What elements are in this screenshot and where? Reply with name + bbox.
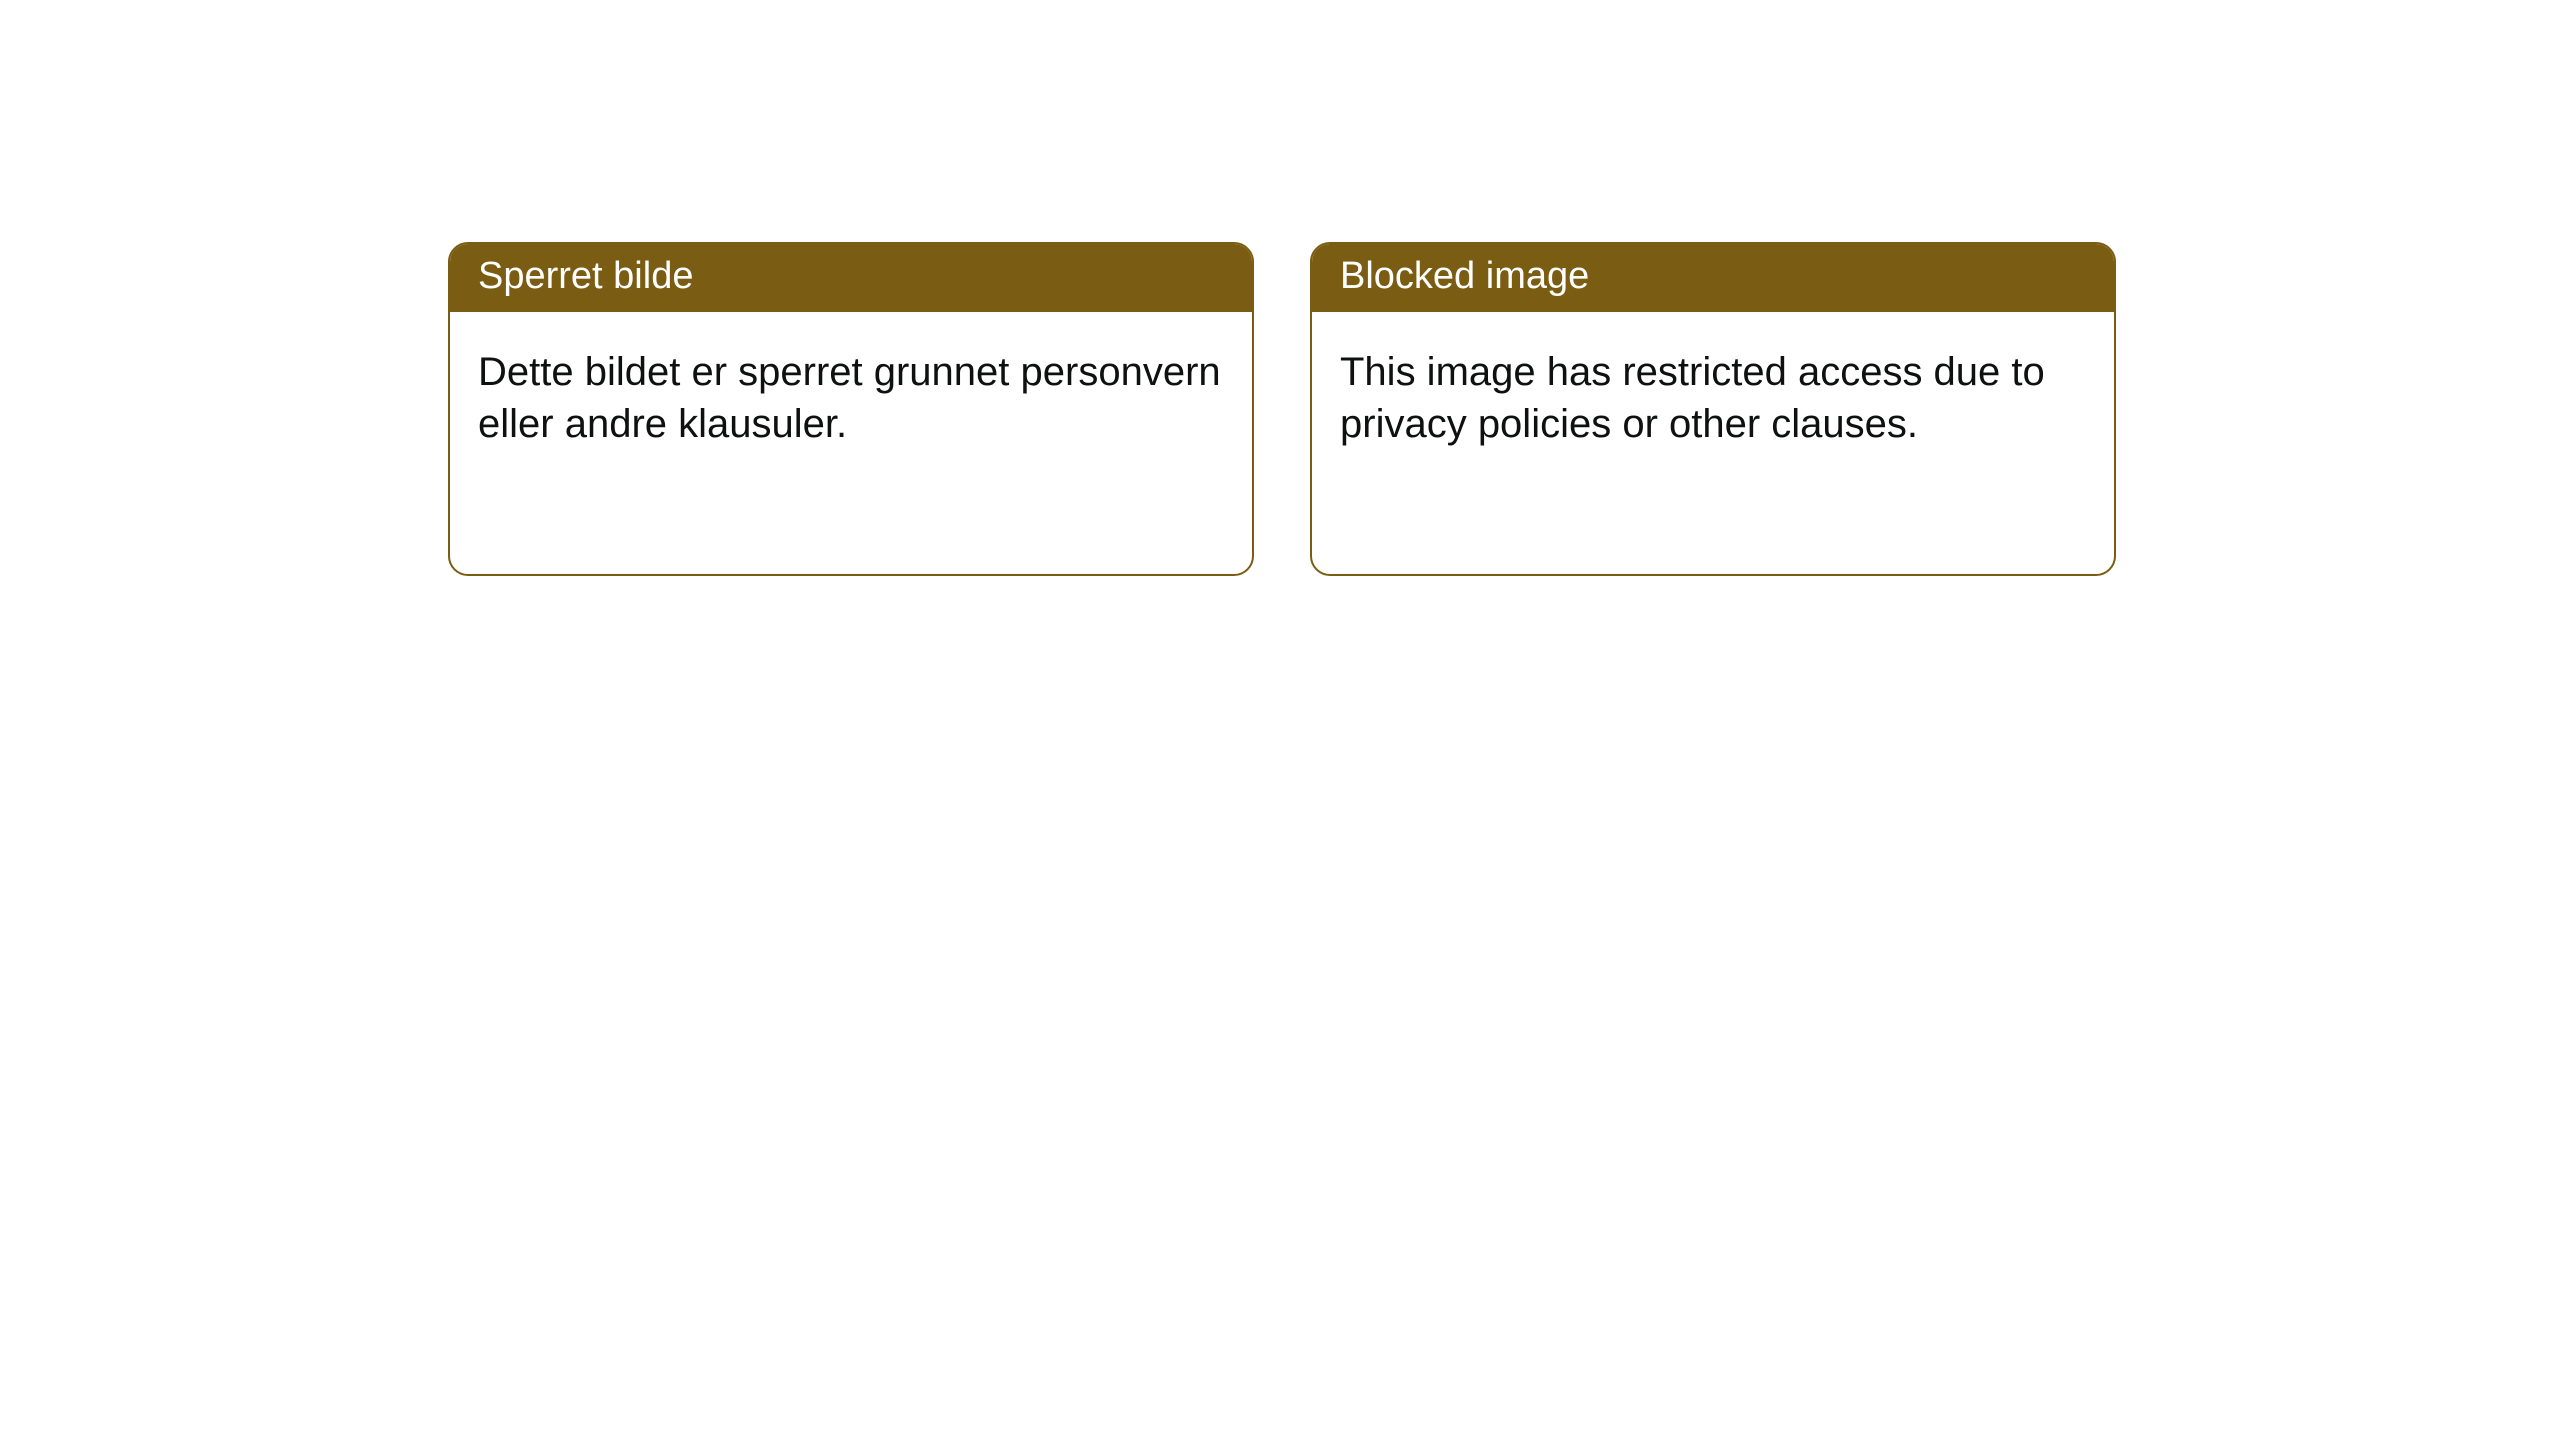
card-header: Blocked image <box>1312 244 2114 312</box>
card-header: Sperret bilde <box>450 244 1252 312</box>
card-body: Dette bildet er sperret grunnet personve… <box>450 312 1252 486</box>
card-body: This image has restricted access due to … <box>1312 312 2114 486</box>
notice-card-norwegian: Sperret bilde Dette bildet er sperret gr… <box>448 242 1254 576</box>
notice-card-english: Blocked image This image has restricted … <box>1310 242 2116 576</box>
notice-container: Sperret bilde Dette bildet er sperret gr… <box>448 242 2116 576</box>
